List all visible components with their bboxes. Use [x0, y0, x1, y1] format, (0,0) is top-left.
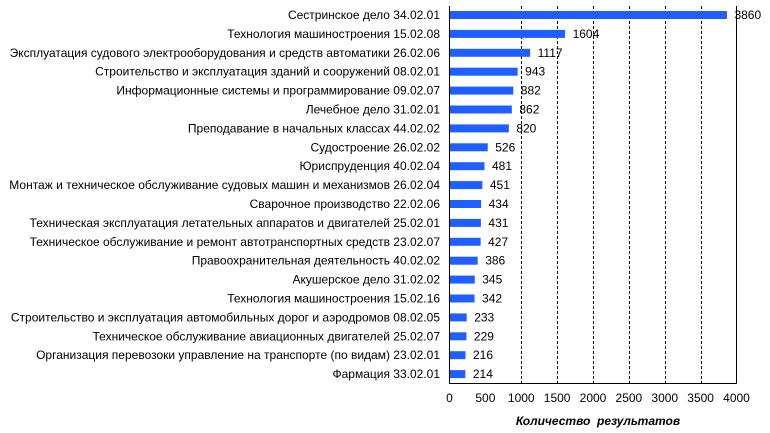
- bars: [450, 11, 727, 379]
- x-tick-label: 3500: [687, 391, 714, 405]
- bar: [450, 105, 512, 114]
- bar: [450, 200, 482, 208]
- bar: [450, 294, 475, 303]
- category-label: Техническая эксплуатация летательных апп…: [30, 216, 441, 230]
- x-tick-label: 1000: [508, 391, 535, 405]
- data-label: 526: [495, 140, 515, 154]
- bar: [450, 29, 566, 38]
- category-label: Преподавание в начальных классах 44.02.0…: [188, 121, 440, 135]
- data-label: 1117: [538, 46, 563, 60]
- data-label: 229: [474, 329, 494, 343]
- category-label: Техническое обслуживание и ремонт автотр…: [30, 235, 441, 249]
- data-label: 386: [485, 254, 505, 268]
- category-labels: Сестринское дело 34.02.01 Технология маши…: [9, 8, 440, 381]
- category-label: Правоохранительная деятельность 40.02.02: [192, 254, 441, 268]
- category-label: Монтаж и техническое обслуживание судовы…: [9, 178, 440, 192]
- category-label: Юриспруденция 40.02.04: [299, 159, 440, 173]
- category-label: Эксплуатация судового электрооборудовани…: [10, 46, 441, 60]
- data-label: 214: [473, 367, 493, 381]
- bar: [450, 86, 514, 95]
- x-axis-title: Количество результатов: [516, 414, 680, 428]
- data-label: 481: [492, 159, 512, 173]
- bar: [450, 124, 509, 133]
- data-label: 1604: [573, 27, 600, 41]
- bar: [450, 162, 485, 171]
- data-label: 3860: [734, 8, 761, 22]
- data-label: 451: [490, 178, 510, 192]
- bar: [450, 370, 466, 379]
- bar: [450, 67, 518, 76]
- data-label: 345: [482, 273, 502, 287]
- data-label: 342: [482, 292, 502, 306]
- bar: [450, 351, 466, 360]
- data-label: 233: [474, 310, 494, 324]
- bar: [450, 143, 488, 152]
- x-tick-label: 3000: [651, 391, 678, 405]
- category-label: Строительство и эксплуатация автомобильн…: [11, 310, 440, 324]
- category-label: Сестринское дело 34.02.01: [288, 8, 440, 22]
- category-label: Информационные системы и программировани…: [116, 84, 440, 98]
- category-label: Организация перевозоки управление на тра…: [36, 348, 440, 362]
- data-label: 216: [473, 348, 493, 362]
- x-tick-label: 0: [446, 391, 453, 405]
- category-label: Технология машиностроения 15.02.16: [227, 292, 440, 306]
- data-label: 434: [489, 197, 509, 211]
- data-label: 431: [488, 216, 508, 230]
- data-label: 820: [516, 121, 536, 135]
- bar: [450, 218, 481, 227]
- bar: [450, 181, 483, 190]
- bar: [450, 11, 727, 19]
- category-label: Технология машиностроения 15.02.08: [227, 27, 440, 41]
- bar: [450, 313, 467, 322]
- bar: [450, 48, 531, 57]
- x-tick-label: 2500: [616, 391, 643, 405]
- gridlines: [521, 6, 702, 384]
- data-label: 882: [521, 84, 541, 98]
- category-label: Техническое обслуживание авиационных дви…: [93, 329, 441, 343]
- category-label: Лечебное дело 31.02.01: [306, 103, 441, 117]
- category-label: Акушерское дело 31.02.02: [292, 273, 440, 287]
- x-tick-label: 1500: [544, 391, 571, 405]
- data-label: 862: [519, 103, 539, 117]
- x-tick-label: 500: [475, 391, 495, 405]
- bar: [450, 275, 475, 284]
- bar: [450, 256, 478, 265]
- data-label: 943: [525, 65, 545, 79]
- x-tick-labels: 0 500 1000 1500 2000 2500 3000 3500 4000: [446, 391, 750, 405]
- data-label: 427: [488, 235, 508, 249]
- x-tick-label: 2000: [580, 391, 607, 405]
- x-tick-label: 4000: [723, 391, 750, 405]
- category-label: Строительство и эксплуатация зданий и со…: [95, 65, 440, 79]
- category-label: Фармация 33.02.01: [332, 367, 440, 381]
- category-label: Сварочное производство 22.02.06: [250, 197, 441, 211]
- bar: [450, 332, 467, 341]
- bar: [450, 237, 481, 246]
- category-label: Судостроение 26.02.02: [310, 140, 440, 154]
